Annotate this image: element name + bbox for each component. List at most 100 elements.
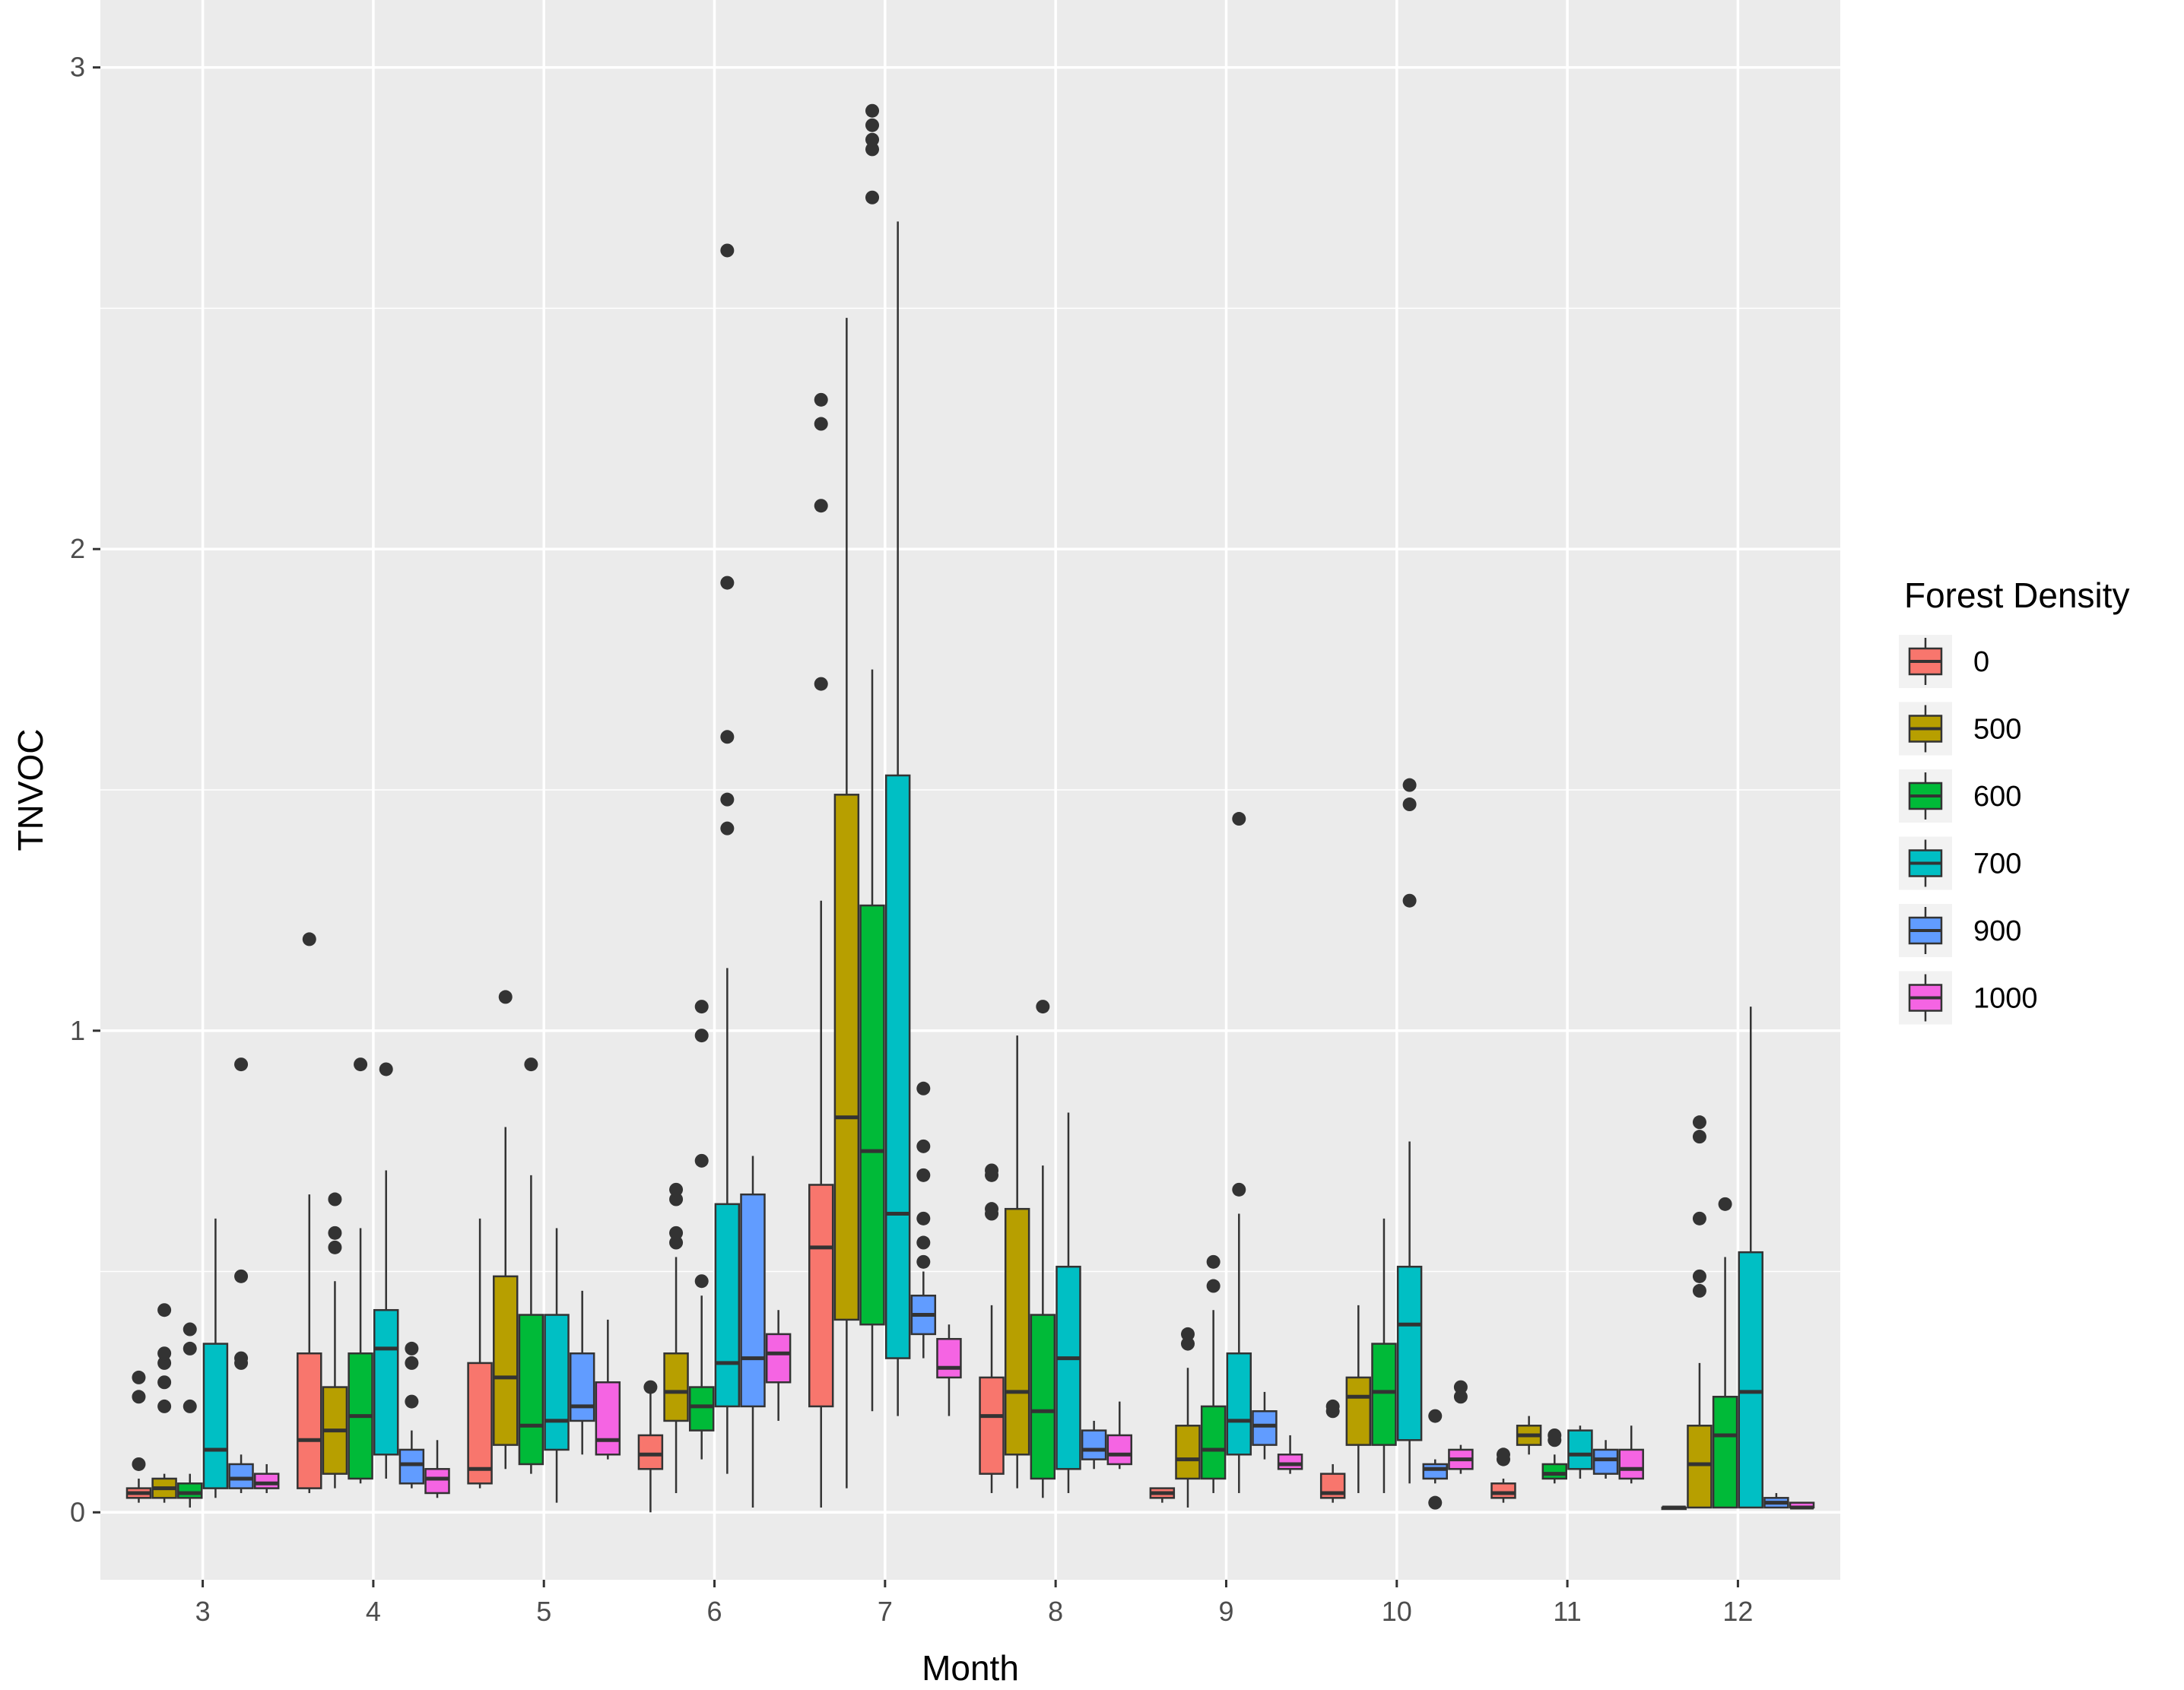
box-body: [1592, 1448, 1619, 1475]
box-500-month-3: [151, 1303, 177, 1503]
box-900-month-9: [1252, 1391, 1278, 1460]
outlier-point: [157, 1355, 172, 1370]
box-0-month-7: [808, 392, 834, 1508]
outlier-point: [1496, 1447, 1510, 1462]
outlier-point: [916, 1081, 931, 1095]
outlier-point: [132, 1457, 146, 1471]
box-600-month-9: [1200, 1254, 1227, 1493]
outlier-point: [720, 243, 735, 258]
box-500-month-12: [1687, 1115, 1713, 1509]
x-tick-label: 7: [878, 1596, 893, 1627]
outlier-point: [524, 1057, 538, 1072]
box-body: [833, 794, 860, 1321]
outlier-point: [132, 1390, 146, 1404]
legend-label-600: 600: [1973, 781, 2021, 813]
box-body: [1226, 1352, 1252, 1456]
outlier-point: [1692, 1283, 1706, 1298]
outlier-point: [720, 792, 735, 807]
box-body: [228, 1463, 254, 1489]
box-body: [1081, 1429, 1107, 1460]
box-600-month-3: [177, 1322, 203, 1508]
box-700-month-3: [202, 1218, 229, 1498]
outlier-point: [865, 103, 880, 118]
box-body: [1030, 1314, 1056, 1480]
box-700-month-7: [884, 221, 911, 1416]
box-0-month-4: [297, 932, 322, 1493]
legend-label-500: 500: [1973, 714, 2021, 746]
box-1000-month-11: [1618, 1425, 1644, 1484]
outlier-point: [916, 1254, 931, 1269]
box-body: [373, 1308, 399, 1456]
outlier-point: [1325, 1399, 1340, 1413]
box-1000-month-7: [936, 1324, 962, 1416]
box-900-month-7: [910, 1081, 937, 1359]
outlier-point: [234, 1269, 249, 1283]
outlier-point: [183, 1399, 197, 1413]
box-body: [1200, 1405, 1227, 1480]
box-layer: [125, 103, 1815, 1513]
box-body: [714, 1203, 741, 1408]
outlier-point: [720, 821, 735, 835]
box-body: [297, 1352, 322, 1489]
box-body: [1567, 1429, 1593, 1470]
box-body: [637, 1434, 664, 1470]
outlier-point: [1181, 1336, 1195, 1351]
outlier-point: [865, 142, 880, 157]
box-body: [1396, 1265, 1423, 1441]
outlier-point: [1206, 1254, 1221, 1269]
outlier-point: [405, 1341, 419, 1355]
box-700-month-11: [1567, 1425, 1593, 1479]
box-1000-month-9: [1277, 1435, 1303, 1474]
box-1000-month-8: [1106, 1401, 1133, 1470]
box-body: [936, 1337, 962, 1379]
box-body: [688, 1386, 715, 1432]
box-500-month-10: [1345, 1305, 1372, 1493]
box-500-month-4: [322, 1192, 348, 1489]
outlier-point: [985, 1163, 999, 1178]
outlier-point: [916, 1211, 931, 1225]
outlier-point: [669, 1225, 684, 1240]
box-700-month-5: [544, 1228, 570, 1503]
outlier-point: [1232, 812, 1246, 826]
outlier-point: [405, 1355, 419, 1370]
outlier-point: [1453, 1390, 1468, 1404]
box-0-month-9: [1149, 1487, 1176, 1503]
box-600-month-10: [1371, 1218, 1397, 1493]
box-900-month-8: [1081, 1420, 1107, 1470]
box-0-month-6: [637, 1380, 664, 1513]
box-700-month-6: [714, 243, 741, 1474]
box-900-month-12: [1763, 1492, 1789, 1509]
x-tick-label: 9: [1218, 1596, 1233, 1627]
box-body: [884, 774, 911, 1359]
outlier-point: [694, 1153, 709, 1168]
legend: Forest Density 0 500 600 700 900 1000: [1899, 575, 2130, 1025]
legend-label-0: 0: [1973, 646, 1989, 678]
box-body: [1345, 1376, 1372, 1446]
box-0-month-12: [1661, 1505, 1687, 1511]
box-600-month-11: [1541, 1428, 1568, 1484]
box-body: [859, 904, 885, 1326]
outlier-point: [865, 132, 880, 147]
x-tick-label: 10: [1382, 1596, 1412, 1627]
outlier-point: [234, 1057, 249, 1072]
box-0-month-3: [125, 1370, 152, 1503]
outlier-point: [328, 1192, 342, 1206]
box-700-month-4: [373, 1062, 399, 1479]
box-body: [1738, 1251, 1763, 1509]
outlier-point: [1428, 1409, 1443, 1423]
box-body: [765, 1333, 792, 1384]
outlier-point: [379, 1062, 393, 1076]
box-body: [663, 1352, 689, 1422]
outlier-point: [720, 730, 735, 744]
box-body: [493, 1275, 519, 1446]
outlier-point: [1206, 1279, 1221, 1293]
box-600-month-5: [518, 1057, 544, 1474]
box-500-month-11: [1516, 1416, 1542, 1455]
y-tick-label: 0: [70, 1496, 85, 1527]
outlier-point: [157, 1399, 172, 1413]
box-1000-month-12: [1789, 1501, 1815, 1510]
x-tick-label: 8: [1048, 1596, 1063, 1627]
x-tick-label: 4: [366, 1596, 381, 1627]
outlier-point: [1232, 1182, 1246, 1197]
box-body: [1490, 1482, 1516, 1499]
